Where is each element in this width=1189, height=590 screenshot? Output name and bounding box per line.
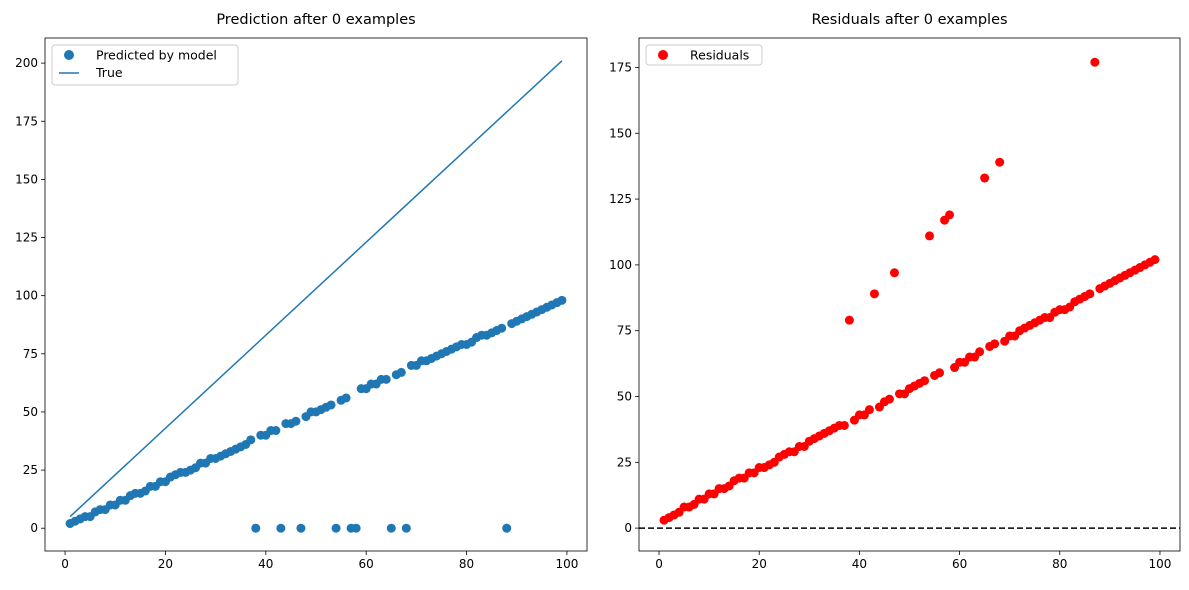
residual-point <box>980 173 990 183</box>
residuals-axes-frame <box>638 37 1181 552</box>
legend-label-true: True <box>95 65 123 80</box>
residuals-panel: Residuals after 0 examples 0 20 40 60 80 1000… <box>609 12 1181 571</box>
predicted-point <box>502 523 512 533</box>
prediction-y-tick-label: 200 <box>15 56 38 70</box>
residual-point <box>864 405 874 415</box>
prediction-y-tick-label: 25 <box>23 463 38 477</box>
prediction-y-tick-label: 150 <box>15 172 38 186</box>
residual-point <box>889 268 899 278</box>
prediction-x-tick-label: 80 <box>459 557 474 571</box>
legend-marker-residuals <box>658 50 668 60</box>
residuals-x-tick-label: 40 <box>852 557 867 571</box>
predicted-point <box>246 435 256 445</box>
predicted-point <box>291 416 301 426</box>
predicted-point <box>557 295 567 305</box>
prediction-y-tick-label: 175 <box>15 114 38 128</box>
prediction-y-tick-label: 50 <box>23 405 38 419</box>
predicted-point <box>396 367 406 377</box>
prediction-y-tick-label: 75 <box>23 347 38 361</box>
residuals-y-tick-label: 175 <box>609 60 632 74</box>
residual-point <box>925 231 935 241</box>
residuals-chart-title: Residuals after 0 examples <box>811 12 1007 28</box>
residual-point <box>1090 57 1100 67</box>
residuals-y-tick-label: 25 <box>617 455 632 469</box>
predicted-point <box>276 523 286 533</box>
prediction-x-tick-label: 100 <box>555 557 578 571</box>
residuals-x-tick-label: 0 <box>655 557 663 571</box>
residuals-ticks: 0 20 40 60 80 100 0 25 50 75 100 125 150 175 <box>609 60 1171 571</box>
residuals-y-tick-label: 0 <box>624 521 632 535</box>
prediction-x-tick-label: 60 <box>359 557 374 571</box>
prediction-axes-frame <box>44 37 588 552</box>
prediction-legend-box <box>51 44 239 86</box>
prediction-plot-area <box>65 60 567 533</box>
residual-point <box>839 420 849 430</box>
prediction-x-tick-label: 20 <box>158 557 173 571</box>
predicted-point <box>386 523 396 533</box>
residual-point <box>945 210 955 220</box>
prediction-y-tick-label: 100 <box>15 289 38 303</box>
true-line <box>69 60 563 518</box>
prediction-panel: Prediction after 0 examples 0 20 40 60 80 100… <box>15 12 588 571</box>
predicted-point <box>251 523 261 533</box>
predicted-point <box>326 400 336 410</box>
predicted-point <box>401 523 411 533</box>
residuals-x-tick-label: 100 <box>1149 557 1172 571</box>
prediction-x-tick-label: 0 <box>61 557 69 571</box>
predicted-point <box>271 426 281 436</box>
residuals-y-tick-label: 75 <box>617 324 632 338</box>
residuals-x-tick-label: 20 <box>752 557 767 571</box>
residual-point <box>920 376 930 386</box>
residuals-plot-area <box>639 57 1180 529</box>
residuals-legend-box <box>645 44 763 66</box>
residual-point <box>884 394 894 404</box>
predicted-point <box>497 323 507 333</box>
predicted-point <box>341 393 351 403</box>
residual-point <box>1150 255 1160 265</box>
residuals-y-tick-label: 150 <box>609 126 632 140</box>
residuals-legend: Residuals <box>645 44 763 66</box>
residual-point <box>995 157 1005 167</box>
predicted-point <box>351 523 361 533</box>
residual-point <box>844 315 854 325</box>
residual-point <box>1085 289 1095 299</box>
predicted-point <box>331 523 341 533</box>
prediction-y-tick-label: 0 <box>30 521 38 535</box>
residuals-y-tick-label: 50 <box>617 389 632 403</box>
residuals-y-tick-label: 100 <box>609 258 632 272</box>
legend-label-predicted: Predicted by model <box>96 48 217 63</box>
predicted-point <box>296 523 306 533</box>
predicted-point <box>381 374 391 384</box>
prediction-ticks: 0 20 40 60 80 100 0 25 50 75 100 125 150 175 200 <box>15 56 578 571</box>
residual-point <box>975 347 985 357</box>
legend-label-residuals: Residuals <box>690 48 749 63</box>
prediction-chart-title: Prediction after 0 examples <box>216 12 415 28</box>
prediction-y-tick-label: 125 <box>15 231 38 245</box>
residuals-y-tick-label: 125 <box>609 192 632 206</box>
residual-point <box>990 339 1000 349</box>
residuals-x-tick-label: 60 <box>952 557 967 571</box>
prediction-legend: Predicted by model True <box>51 44 239 86</box>
prediction-x-tick-label: 40 <box>258 557 273 571</box>
residuals-x-tick-label: 80 <box>1052 557 1067 571</box>
residual-point <box>869 289 879 299</box>
residual-point <box>935 368 945 378</box>
legend-marker-predicted <box>64 50 74 60</box>
